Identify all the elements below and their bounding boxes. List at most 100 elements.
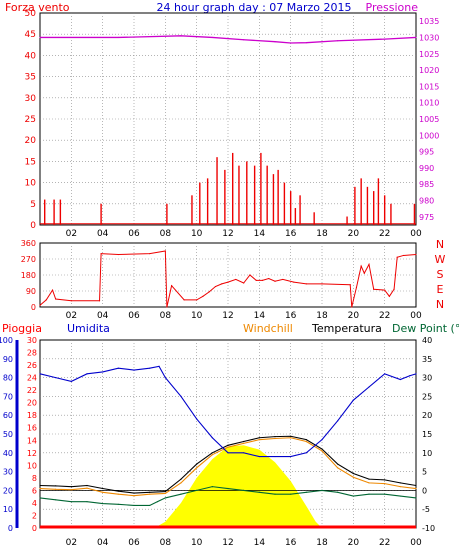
- solar-radiation-area: [154, 445, 322, 528]
- rain-axis-title: Pioggia: [2, 322, 42, 335]
- wind-direction-point: [202, 295, 204, 297]
- windchill-point: [180, 482, 182, 484]
- dewpoint-point: [368, 493, 370, 495]
- humidity-point: [55, 377, 57, 379]
- wind-direction-point: [384, 289, 386, 291]
- pressure-point: [211, 36, 213, 39]
- temperature-point: [399, 482, 401, 484]
- windchill-label: Windchill: [243, 322, 293, 335]
- direction-axis-tick: 180: [21, 271, 36, 280]
- time-tick-label: 02: [66, 229, 77, 239]
- temperature-point: [243, 440, 245, 443]
- time-tick-label: 02: [66, 311, 77, 321]
- temperature-point: [290, 435, 292, 437]
- temperature-point: [70, 486, 72, 488]
- humidity-point: [86, 373, 88, 375]
- humidity-axis-tick: 60: [3, 411, 13, 420]
- time-tick-label: 10: [191, 229, 203, 239]
- temperature-point: [102, 487, 104, 490]
- rain-axis-tick: 2: [32, 511, 37, 520]
- dewpoint-point: [164, 497, 166, 499]
- pressure-axis-tick: 1030: [419, 33, 439, 42]
- humidity-axis-tick: 80: [3, 374, 13, 383]
- time-tick-label: 18: [316, 538, 328, 548]
- rain-axis-tick: 0: [32, 524, 37, 533]
- windchill-point: [70, 489, 72, 491]
- pressure-point: [274, 41, 276, 43]
- dewpoint-point: [227, 487, 229, 490]
- time-tick-label: 00: [410, 229, 422, 239]
- rain-axis-tick: 28: [27, 349, 37, 358]
- humidity-point: [39, 373, 41, 375]
- time-tick-label: 12: [222, 229, 233, 239]
- dewpoint-point: [243, 489, 245, 491]
- compass-letter: E: [437, 283, 444, 296]
- time-tick-label: 10: [191, 538, 203, 548]
- humidity-axis-tick: 10: [3, 505, 13, 514]
- time-tick-label: 12: [222, 538, 233, 548]
- time-tick-label: 16: [285, 311, 297, 321]
- wind-direction-point: [321, 283, 323, 285]
- rain-axis-tick: 8: [32, 474, 37, 483]
- humidity-point: [409, 375, 411, 377]
- direction-axis-tick: 0: [31, 303, 36, 312]
- temperature-point: [86, 484, 88, 487]
- humidity-point: [70, 380, 72, 382]
- pressure-point: [337, 40, 339, 42]
- temperature-point: [415, 484, 417, 487]
- wind-direction-point: [45, 299, 47, 301]
- dewpoint-point: [290, 493, 292, 495]
- humidity-point: [321, 439, 323, 441]
- pressure-point: [243, 39, 245, 41]
- temperature-axis-tick: 25: [422, 392, 432, 401]
- wind-direction-point: [249, 274, 251, 276]
- temperature-axis-tick: 0: [422, 486, 427, 495]
- time-tick-label: 20: [348, 538, 360, 548]
- humidity-point: [415, 373, 417, 375]
- temperature-point: [384, 479, 386, 481]
- compass-letter: W: [435, 253, 446, 266]
- rain-axis-tick: 6: [32, 486, 37, 495]
- time-tick-label: 14: [254, 538, 266, 548]
- wind-axis-tick: 30: [25, 94, 37, 104]
- windchill-point: [399, 486, 401, 488]
- humidity-axis-tick: 100: [0, 336, 13, 345]
- rain-axis-tick: 10: [27, 461, 37, 470]
- humidity-point: [368, 386, 370, 388]
- time-tick-label: 22: [379, 229, 390, 239]
- dewpoint-point: [133, 504, 135, 507]
- windchill-point: [274, 437, 276, 440]
- wind-direction-point: [363, 272, 365, 274]
- temperature-point: [211, 452, 213, 454]
- windchill-point: [102, 491, 104, 493]
- wind-axis-tick: 45: [25, 30, 36, 40]
- humidity-point: [164, 377, 166, 379]
- rain-axis-tick: 24: [27, 374, 37, 383]
- time-tick-label: 02: [66, 538, 77, 548]
- pressure-point: [117, 36, 119, 39]
- wind-direction-point: [351, 306, 353, 308]
- direction-axis-tick: 360: [21, 239, 36, 248]
- wind-direction-point: [55, 298, 57, 300]
- temperature-axis-tick: 30: [422, 374, 432, 383]
- dewpoint-point: [86, 501, 88, 503]
- wind-axis-tick: 20: [25, 136, 37, 146]
- dewpoint-point: [321, 489, 323, 491]
- wind-direction-point: [149, 253, 151, 255]
- wind-direction-point: [183, 299, 185, 301]
- temperature-axis-tick: 35: [422, 355, 432, 364]
- rain-axis-tick: 16: [27, 424, 37, 433]
- wind-direction-point: [164, 250, 166, 252]
- wind-axis-title: Forza vento: [5, 1, 70, 14]
- humidity-axis-tick: 50: [3, 430, 13, 439]
- dewpoint-point: [384, 493, 386, 495]
- wind-direction-point: [368, 263, 370, 265]
- wind-axis-tick: 5: [30, 200, 36, 210]
- wind-direction-point: [282, 278, 284, 281]
- humidity-axis-tick: 90: [3, 355, 13, 364]
- pressure-axis-tick: 1025: [419, 50, 439, 59]
- wind-direction-point: [117, 253, 119, 256]
- windchill-point: [384, 483, 386, 485]
- wind-direction-point: [100, 253, 102, 255]
